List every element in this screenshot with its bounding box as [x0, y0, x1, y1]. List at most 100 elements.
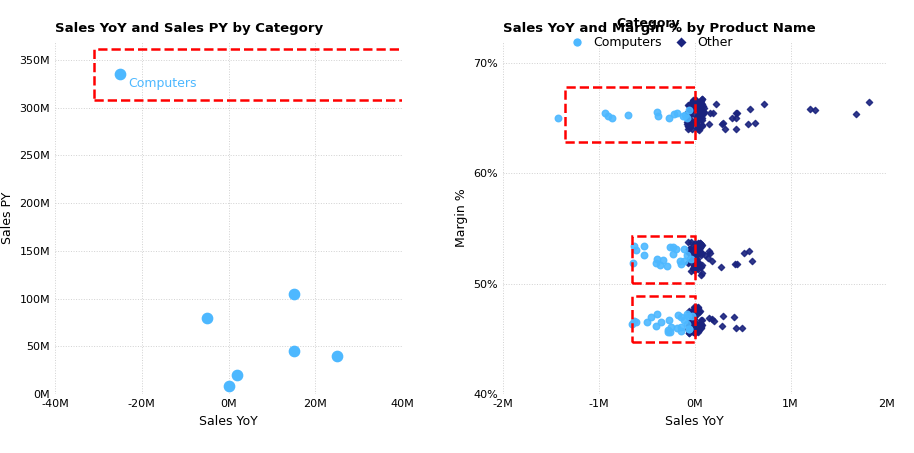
- Point: [691, 111, 706, 119]
- Point: [686, 308, 700, 316]
- Point: [686, 329, 700, 336]
- Point: [695, 115, 709, 122]
- Point: [637, 242, 652, 249]
- Point: [714, 263, 728, 270]
- Point: [730, 260, 745, 267]
- Point: [686, 315, 701, 323]
- Point: [629, 318, 643, 326]
- Point: [683, 246, 697, 253]
- Point: [286, 347, 301, 355]
- Point: [686, 263, 701, 270]
- Point: [695, 269, 709, 276]
- Point: [689, 120, 704, 127]
- Point: [686, 313, 701, 320]
- Point: [694, 100, 708, 107]
- Point: [687, 266, 702, 273]
- Point: [689, 251, 704, 259]
- Point: [681, 326, 696, 333]
- Point: [687, 304, 702, 311]
- Point: [636, 251, 651, 259]
- Point: [688, 329, 703, 336]
- Point: [661, 327, 675, 334]
- Point: [686, 328, 701, 335]
- Point: [688, 246, 703, 253]
- Point: [692, 113, 707, 120]
- Point: [682, 321, 696, 328]
- Point: [704, 257, 718, 264]
- Point: [688, 255, 703, 263]
- Point: [692, 248, 707, 255]
- Point: [692, 99, 707, 106]
- Point: [716, 119, 730, 126]
- Point: [550, 114, 565, 121]
- Point: [717, 125, 732, 132]
- Point: [686, 111, 701, 118]
- Point: [695, 95, 709, 102]
- Point: [743, 106, 758, 113]
- Point: [682, 102, 696, 109]
- Point: [684, 318, 698, 325]
- Point: [686, 321, 700, 328]
- Point: [686, 250, 700, 257]
- Point: [655, 256, 670, 264]
- Point: [681, 122, 696, 130]
- Point: [742, 247, 757, 255]
- Point: [684, 249, 698, 256]
- Point: [682, 249, 696, 256]
- Y-axis label: Margin %: Margin %: [454, 188, 468, 247]
- Point: [705, 316, 719, 323]
- Point: [230, 371, 245, 379]
- Point: [694, 322, 708, 329]
- Point: [626, 260, 641, 267]
- Point: [683, 249, 697, 256]
- Point: [653, 261, 667, 269]
- Point: [693, 239, 707, 246]
- Point: [740, 121, 755, 128]
- Point: [664, 324, 678, 331]
- Point: [682, 106, 696, 114]
- Point: [729, 125, 744, 132]
- Point: [682, 307, 696, 314]
- Point: [663, 328, 677, 335]
- Point: [688, 96, 703, 103]
- Point: [685, 106, 699, 113]
- Point: [685, 324, 699, 331]
- Point: [693, 243, 707, 250]
- Point: [649, 311, 664, 318]
- Point: [692, 248, 707, 255]
- Point: [680, 251, 695, 259]
- Point: [701, 120, 716, 127]
- Point: [695, 249, 709, 256]
- Bar: [632, 236, 695, 283]
- Point: [692, 262, 707, 270]
- Point: [682, 122, 696, 130]
- Point: [689, 310, 704, 318]
- Point: [693, 101, 707, 109]
- Point: [691, 266, 706, 273]
- Point: [674, 323, 688, 330]
- Point: [695, 96, 709, 103]
- Point: [728, 110, 743, 117]
- Point: [683, 123, 697, 130]
- Point: [693, 113, 707, 120]
- Point: [687, 326, 702, 333]
- Point: [694, 242, 708, 250]
- Point: [696, 108, 711, 116]
- Point: [682, 245, 696, 252]
- Point: [685, 101, 699, 108]
- Point: [674, 260, 688, 268]
- Point: [680, 114, 695, 121]
- Bar: [565, 87, 695, 142]
- Point: [690, 120, 705, 127]
- X-axis label: Sales YoY: Sales YoY: [199, 414, 258, 428]
- Point: [692, 326, 707, 333]
- Point: [690, 328, 705, 336]
- Point: [686, 314, 700, 322]
- Point: [685, 323, 699, 331]
- Point: [682, 117, 696, 125]
- Point: [690, 328, 705, 335]
- Point: [728, 115, 743, 122]
- Bar: [94, 49, 658, 100]
- Point: [681, 259, 696, 266]
- Point: [693, 240, 707, 247]
